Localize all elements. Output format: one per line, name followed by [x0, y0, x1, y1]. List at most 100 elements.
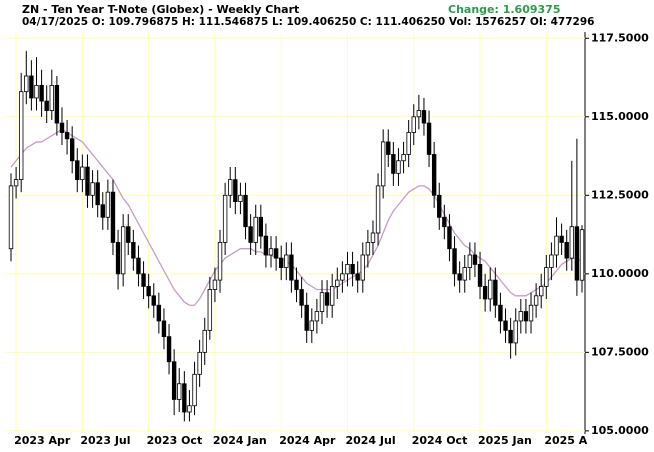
candle-body: [90, 182, 95, 196]
candle-body: [488, 279, 493, 300]
candle-body: [141, 273, 146, 287]
candle-body: [554, 235, 559, 256]
candle-body: [136, 257, 141, 275]
candle-body: [299, 289, 304, 306]
y-tick-label: 112.5000: [591, 188, 649, 201]
y-tick-label: 115.0000: [591, 110, 649, 123]
candle-body: [467, 254, 473, 268]
candle-body: [539, 285, 544, 297]
candle-body: [146, 285, 151, 297]
candle-body: [365, 242, 371, 256]
candle-body: [197, 351, 202, 375]
candle-body: [380, 141, 386, 187]
candle-body: [151, 295, 156, 306]
candle-body: [304, 304, 309, 331]
candle-body: [345, 264, 350, 275]
candle-body: [284, 254, 289, 268]
candle-body: [207, 289, 213, 331]
candle-body: [238, 194, 243, 202]
candle-body: [528, 304, 534, 322]
candle-body: [523, 311, 529, 322]
y-tick-label: 105.0000: [591, 424, 649, 437]
candle-body: [559, 235, 564, 243]
candle-body: [263, 235, 269, 256]
candle-body: [187, 405, 192, 413]
candle-body: [391, 154, 396, 174]
candle-body: [105, 191, 111, 218]
candle-body: [273, 248, 279, 259]
candle-body: [355, 273, 360, 281]
candle-body: [233, 179, 238, 202]
candle-body: [401, 154, 406, 162]
candle-body: [85, 166, 90, 196]
y-tick-label: 110.0000: [591, 267, 649, 280]
candle-body: [309, 320, 314, 331]
candle-body: [248, 226, 253, 243]
candle-body: [294, 279, 299, 290]
candle-body: [177, 383, 182, 400]
candle-body: [289, 254, 294, 281]
candle-body: [421, 110, 427, 124]
candle-body: [44, 100, 49, 111]
candle-body: [462, 267, 467, 281]
candle-body: [100, 204, 105, 218]
candle-body: [319, 292, 325, 312]
candle-body: [34, 84, 39, 99]
candle-body: [222, 194, 228, 243]
candle-body: [442, 216, 447, 228]
chart-title: ZN - Ten Year T-Note (Globex) - Weekly C…: [22, 3, 299, 16]
candle-body: [396, 160, 401, 174]
candle-body: [95, 182, 100, 206]
candle-body: [340, 273, 345, 281]
y-tick-label: 117.5000: [591, 31, 649, 44]
x-tick-label: 2024 Jul: [345, 434, 395, 447]
candle-body: [212, 279, 218, 290]
candle-body: [18, 91, 24, 181]
candle-body: [156, 304, 162, 322]
candle-body: [54, 84, 60, 124]
x-tick-label: 2023 Jul: [80, 434, 130, 447]
candle-body: [493, 279, 498, 306]
candle-body: [110, 191, 116, 243]
candle-body: [59, 122, 65, 133]
candle-body: [8, 185, 14, 250]
candle-body: [166, 336, 172, 363]
candle-body: [569, 226, 575, 259]
candle-body: [431, 154, 437, 196]
candle-body: [171, 361, 177, 400]
candle-body: [508, 329, 513, 344]
x-tick-label: 2024 Apr: [279, 434, 336, 447]
candle-body: [64, 132, 70, 140]
candle-body: [482, 285, 488, 300]
candle-body: [360, 254, 365, 281]
y-tick-label: 107.5000: [591, 345, 649, 358]
candle-body: [564, 242, 569, 259]
candle-body: [416, 110, 422, 118]
candle-body: [13, 179, 19, 187]
candle-body: [39, 84, 44, 102]
candle-body: [131, 242, 136, 259]
candle-body: [386, 141, 391, 155]
candle-body: [192, 373, 197, 407]
candle-body: [80, 166, 85, 181]
candle-body: [115, 242, 121, 275]
candle-body: [314, 311, 320, 322]
x-tick-label: 2025 A: [544, 434, 587, 447]
candle-body: [279, 257, 284, 268]
candle-body: [452, 248, 457, 275]
candle-body: [549, 254, 554, 268]
candle-body: [544, 267, 549, 287]
candle-body: [533, 295, 539, 306]
candle-body: [75, 160, 80, 181]
candle-body: [228, 179, 233, 196]
candle-body: [324, 292, 330, 306]
change-label: Change: 1.609375: [448, 3, 560, 16]
candle-body: [182, 383, 187, 413]
candle-body: [217, 242, 223, 281]
candle-body: [120, 226, 126, 275]
candle-body: [126, 226, 131, 243]
candle-body: [370, 232, 376, 243]
candle-body: [24, 75, 29, 93]
x-tick-label: 2024 Jan: [213, 434, 267, 447]
